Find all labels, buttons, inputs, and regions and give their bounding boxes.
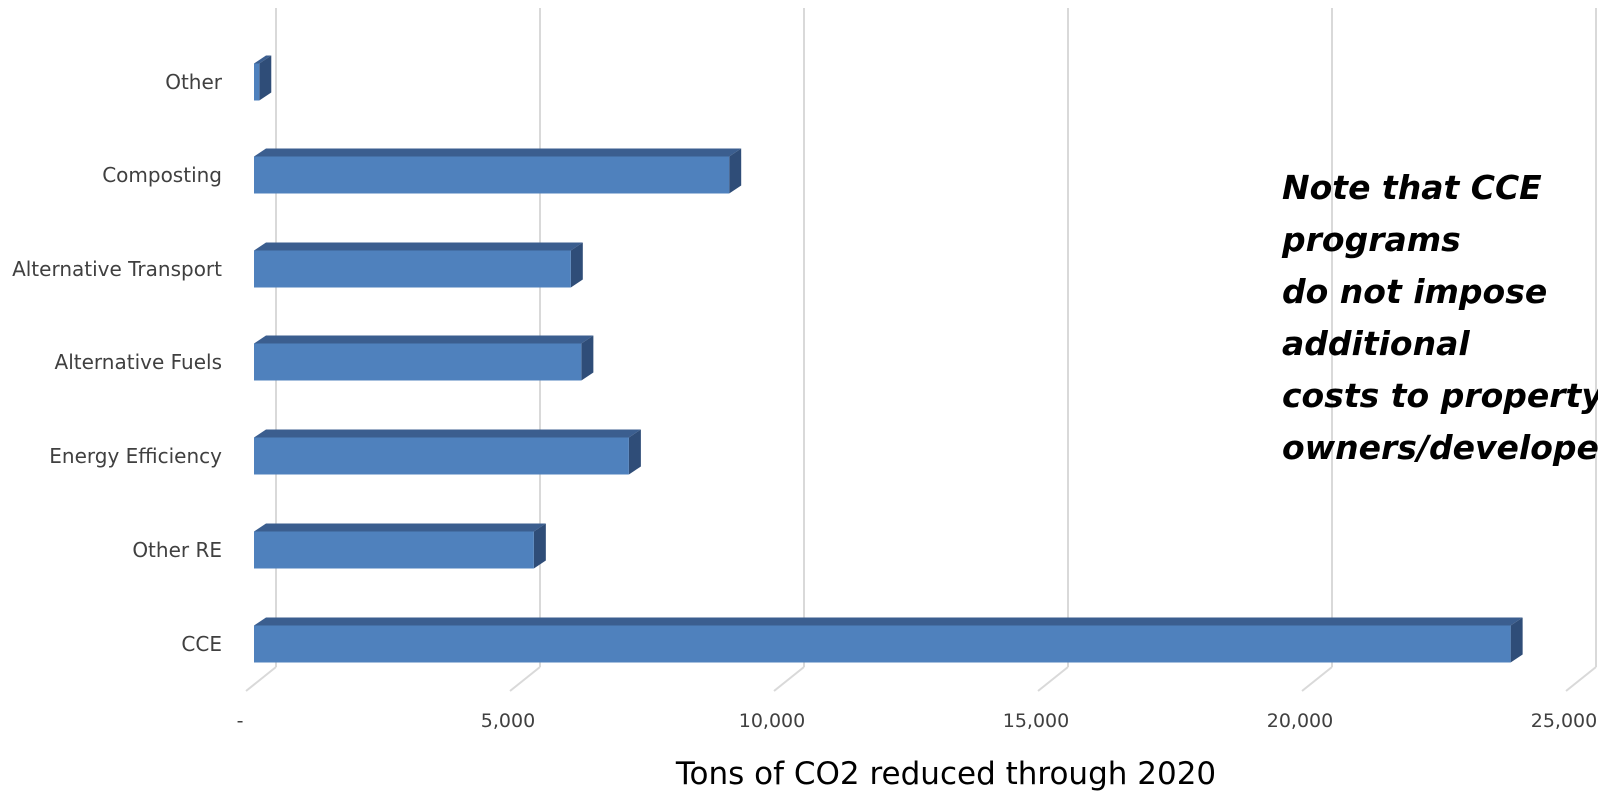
bar-top-face bbox=[254, 429, 641, 438]
category-label: Energy Efficiency bbox=[49, 444, 222, 468]
x-tick-label: 25,000 bbox=[1531, 710, 1597, 732]
bar-side-face bbox=[628, 429, 641, 475]
bar bbox=[254, 437, 629, 475]
floor-line bbox=[773, 666, 805, 692]
category-label: CCE bbox=[181, 632, 222, 656]
x-axis-label: Tons of CO2 reduced through 2020 bbox=[675, 756, 1216, 792]
floor-line bbox=[1301, 666, 1333, 692]
bar-top-face bbox=[254, 55, 272, 64]
bar-side-face bbox=[570, 242, 583, 288]
bar bbox=[254, 531, 534, 569]
chart-note: Note that CCE programs do not impose add… bbox=[1282, 168, 1598, 467]
x-tick-label: - bbox=[237, 710, 244, 732]
x-tick-label: 15,000 bbox=[1003, 710, 1069, 732]
bar-top-face bbox=[254, 617, 1523, 626]
bar bbox=[254, 343, 582, 381]
bar-side-face bbox=[259, 55, 272, 101]
bar-top-face bbox=[254, 523, 546, 532]
category-label: Composting bbox=[102, 163, 222, 187]
bar-side-face bbox=[1510, 617, 1523, 663]
category-label: Other bbox=[165, 70, 223, 94]
bar bbox=[254, 250, 571, 288]
bar bbox=[254, 156, 730, 194]
category-label: Alternative Transport bbox=[12, 257, 222, 281]
bar-side-face bbox=[581, 335, 594, 381]
bar bbox=[254, 63, 260, 101]
x-tick-label: 10,000 bbox=[739, 710, 805, 732]
x-tick-label: 20,000 bbox=[1267, 710, 1333, 732]
floor-line bbox=[1037, 666, 1069, 692]
bar-top-face bbox=[254, 242, 583, 251]
bar-side-face bbox=[533, 523, 546, 569]
bar-side-face bbox=[729, 148, 742, 194]
bar-top-face bbox=[254, 148, 742, 157]
bar-top-face bbox=[254, 335, 594, 344]
floor-line bbox=[1565, 666, 1597, 692]
x-tick-label: 5,000 bbox=[481, 710, 535, 732]
floor-line bbox=[245, 666, 277, 692]
category-label: Alternative Fuels bbox=[55, 350, 222, 374]
floor-line bbox=[509, 666, 541, 692]
bar bbox=[254, 625, 1511, 663]
category-label: Other RE bbox=[132, 538, 222, 562]
